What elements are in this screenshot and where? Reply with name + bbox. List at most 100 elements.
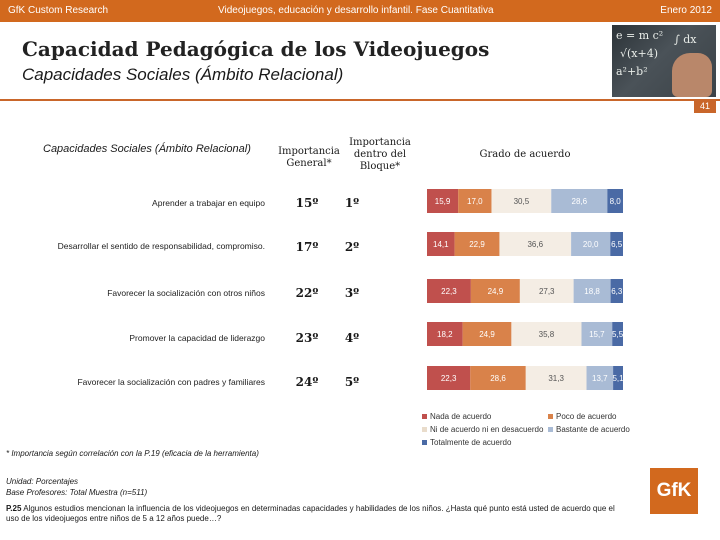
bar-segment: [525, 366, 587, 390]
rank-general: 24º: [295, 375, 319, 389]
row-label: Desarrollar el sentido de responsabilida…: [57, 241, 265, 251]
top-header-bar: GfK Custom Research Videojuegos, educaci…: [0, 0, 720, 22]
bar-segment: [610, 232, 623, 256]
bar-segment: [571, 232, 611, 256]
bar-segment: [427, 279, 471, 303]
header-study: Videojuegos, educación y desarrollo infa…: [218, 5, 494, 16]
header-company: GfK Custom Research: [8, 5, 109, 16]
legend-swatch: [422, 440, 427, 446]
bar-segment: [613, 366, 623, 390]
legend-swatch: [422, 427, 427, 433]
legend-item: Poco de acuerdo: [548, 412, 617, 421]
bar-value-label: 20,0: [583, 240, 599, 249]
legend-item: Totalmente de acuerdo: [422, 438, 511, 447]
bar-segment: [499, 232, 572, 256]
chalk-formula: ∫ dx: [674, 33, 697, 46]
legend-item: Nada de acuerdo: [422, 412, 491, 421]
bar-segment: [551, 189, 608, 213]
bar-segment: [427, 322, 463, 346]
bar-segment: [612, 322, 623, 346]
bar-value-label: 6,5: [611, 240, 623, 249]
bar-value-label: 24,9: [479, 330, 495, 339]
question-ref: P.25: [6, 504, 22, 513]
base-note: Base Profesores: Total Muestra (n=511): [6, 488, 148, 497]
page-title: Capacidad Pedagógica de los Videojuegos: [22, 37, 490, 61]
chalk-formula: √(x+4): [620, 47, 659, 60]
bar-value-label: 27,3: [539, 287, 555, 296]
bar-segment: [573, 279, 611, 303]
legend-label: Totalmente de acuerdo: [430, 438, 512, 447]
page-subtitle: Capacidades Sociales (Ámbito Relacional): [22, 65, 344, 84]
question-text: Algunos estudios mencionan la influencia…: [6, 504, 615, 523]
legend-swatch: [548, 427, 553, 433]
row-label: Favorecer la socialización con otros niñ…: [107, 288, 265, 298]
bar-segment: [586, 366, 614, 390]
bar-segment: [581, 322, 613, 346]
bar-value-label: 28,6: [490, 374, 506, 383]
bar-value-label: 18,2: [437, 330, 453, 339]
importance-footnote: * Importancia según correlación con la P…: [6, 449, 259, 458]
bar-segment: [607, 189, 623, 213]
bar-value-label: 5,5: [612, 330, 624, 339]
header-date: Enero 2012: [660, 5, 712, 16]
bar-segment: [511, 322, 582, 346]
unit-note: Unidad: Porcentajes: [6, 477, 79, 486]
title-divider: [0, 99, 720, 101]
bar-segment: [458, 189, 492, 213]
page-number: 41: [694, 100, 716, 113]
bar-value-label: 5,1: [612, 374, 624, 383]
bar-value-label: 22,3: [441, 374, 457, 383]
column-header-block: Importancia dentro del Bloque*: [349, 137, 411, 172]
bar-value-label: 17,0: [467, 197, 483, 206]
legend-item: Ni de acuerdo ni en desacuerdo: [422, 425, 543, 434]
rank-general: 23º: [295, 331, 319, 345]
bar-value-label: 6,3: [611, 287, 623, 296]
column-header-general: Importancia General*: [278, 146, 340, 169]
legend-label: Nada de acuerdo: [430, 412, 492, 421]
rank-block: 4º: [344, 331, 360, 345]
rank-block: 2º: [344, 240, 360, 254]
bar-value-label: 13,7: [592, 374, 608, 383]
bar-segment: [427, 189, 459, 213]
rank-general: 17º: [295, 240, 319, 254]
bar-value-label: 22,3: [441, 287, 457, 296]
bar-segment: [427, 366, 471, 390]
legend-label: Poco de acuerdo: [556, 412, 617, 421]
chalk-formula: e = m c²: [616, 29, 664, 42]
bar-value-label: 14,1: [433, 240, 449, 249]
bar-segment: [610, 279, 623, 303]
chart-title: Grado de acuerdo: [479, 149, 571, 160]
row-label: Favorecer la socialización con padres y …: [77, 377, 265, 387]
legend-swatch: [422, 414, 427, 420]
legend-swatch: [548, 414, 553, 420]
bar-segment: [470, 279, 520, 303]
bar-value-label: 22,9: [469, 240, 485, 249]
rank-block: 3º: [344, 286, 360, 300]
row-label: Promover la capacidad de liderazgo: [129, 333, 265, 343]
bar-segment: [462, 322, 512, 346]
bar-value-label: 30,5: [514, 197, 530, 206]
bar-segment: [427, 232, 455, 256]
rank-general: 15º: [295, 196, 319, 210]
bar-segment: [519, 279, 574, 303]
bar-value-label: 28,6: [572, 197, 588, 206]
bar-value-label: 15,9: [435, 197, 451, 206]
rank-block: 1º: [344, 196, 360, 210]
bar-value-label: 35,8: [539, 330, 555, 339]
bar-value-label: 8,0: [610, 197, 622, 206]
row-label: Aprender a trabajar en equipo: [152, 198, 265, 208]
bar-value-label: 36,6: [527, 240, 543, 249]
legend-label: Ni de acuerdo ni en desacuerdo: [430, 425, 544, 434]
question-note: P.25 Algunos estudios mencionan la influ…: [6, 504, 626, 524]
rank-block: 5º: [344, 375, 360, 389]
legend-label: Bastante de acuerdo: [556, 425, 630, 434]
bar-segment: [454, 232, 500, 256]
stacked-bar-chart: 15,9 17,0 30,5 28,6 8,0 14,1 22,9 36,6 20,0 6,5 22…: [427, 189, 624, 390]
bar-value-label: 15,7: [589, 330, 605, 339]
bar-segment: [491, 189, 552, 213]
bar-value-label: 31,3: [548, 374, 564, 383]
legend-item: Bastante de acuerdo: [548, 425, 630, 434]
rank-general: 22º: [295, 286, 319, 300]
chalkboard-photo: e = m c² √(x+4) a²+b² ∫ dx: [612, 25, 716, 97]
bar-value-label: 18,8: [584, 287, 600, 296]
